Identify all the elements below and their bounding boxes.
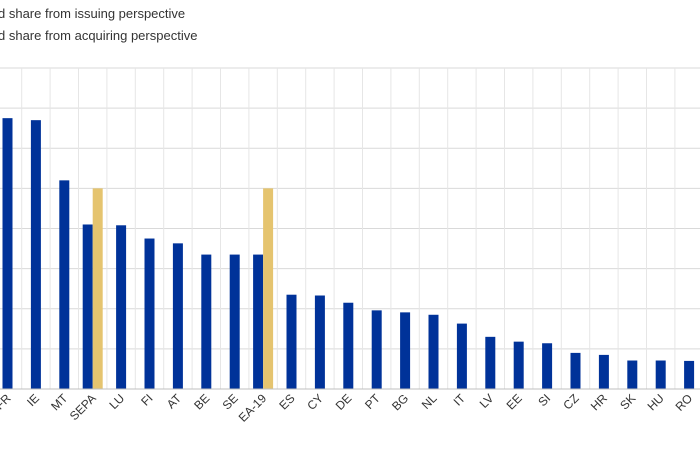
x-tick-label-fi: FI (138, 391, 155, 408)
x-tick-label-fr: FR (0, 391, 14, 412)
bar-fi-series-0 (144, 238, 155, 389)
x-tick-label-sepa: SEPA (67, 391, 99, 423)
bars (2, 118, 695, 389)
bar-lv-series-0 (485, 336, 496, 389)
x-tick-label-bg: BG (389, 391, 411, 413)
bar-sk-series-0 (627, 360, 638, 389)
bar-se-series-0 (229, 254, 240, 389)
bar-ie-series-0 (30, 120, 41, 389)
bar-cz-series-0 (570, 352, 581, 389)
x-tick-label-es: ES (276, 391, 297, 412)
bar-be-series-0 (201, 254, 212, 389)
bar-hr-series-0 (598, 354, 609, 389)
x-tick-label-ee: EE (504, 391, 525, 412)
x-tick-label-it: IT (451, 391, 469, 409)
bar-ee-series-0 (513, 341, 524, 389)
x-tick-label-ie: IE (24, 391, 42, 409)
x-tick-label-lv: LV (477, 391, 497, 411)
bar-mt-series-0 (59, 180, 70, 389)
bar-es-series-0 (286, 294, 297, 389)
bar-ro-series-0 (684, 360, 695, 389)
bar-ea-19-series-1 (263, 188, 274, 389)
bar-nl-series-0 (428, 314, 439, 389)
x-tick-label-hr: HR (588, 391, 610, 413)
x-tick-label-hu: HU (645, 391, 667, 413)
x-tick-label-sk: SK (617, 391, 638, 412)
x-tick-label-nl: NL (419, 391, 440, 412)
bar-si-series-0 (542, 343, 553, 389)
x-tick-label-at: AT (164, 391, 185, 412)
bar-de-series-0 (343, 302, 354, 389)
bar-at-series-0 (172, 243, 183, 389)
x-tick-label-ro: RO (673, 391, 696, 414)
x-tick-label-be: BE (191, 391, 212, 412)
bar-fr-series-0 (2, 118, 13, 389)
x-tick-label-mt: MT (48, 391, 71, 414)
x-tick-label-pt: PT (362, 391, 383, 412)
bar-hu-series-0 (655, 360, 666, 389)
bar-sepa-series-0 (82, 224, 93, 389)
bar-bg-series-0 (400, 312, 411, 389)
bar-it-series-0 (456, 323, 467, 389)
x-tick-label-cz: CZ (560, 391, 581, 412)
x-tick-label-de: DE (333, 391, 355, 413)
x-tick-label-cy: CY (304, 391, 326, 413)
x-tick-label-si: SI (535, 391, 553, 409)
x-tick-label-lu: LU (106, 391, 127, 412)
x-tick-label-ea-19: EA-19 (236, 391, 270, 425)
legend-label-0: d share from issuing perspective (0, 6, 185, 21)
bar-sepa-series-1 (92, 188, 103, 389)
gridlines (0, 67, 700, 390)
legend-label-1: d share from acquiring perspective (0, 28, 197, 43)
bar-ea-19-series-0 (253, 254, 264, 389)
bar-lu-series-0 (116, 225, 127, 389)
bar-pt-series-0 (371, 310, 382, 389)
x-tick-label-se: SE (220, 391, 241, 412)
bar-cy-series-0 (314, 295, 325, 389)
legend: d share from issuing perspective d share … (0, 6, 197, 43)
